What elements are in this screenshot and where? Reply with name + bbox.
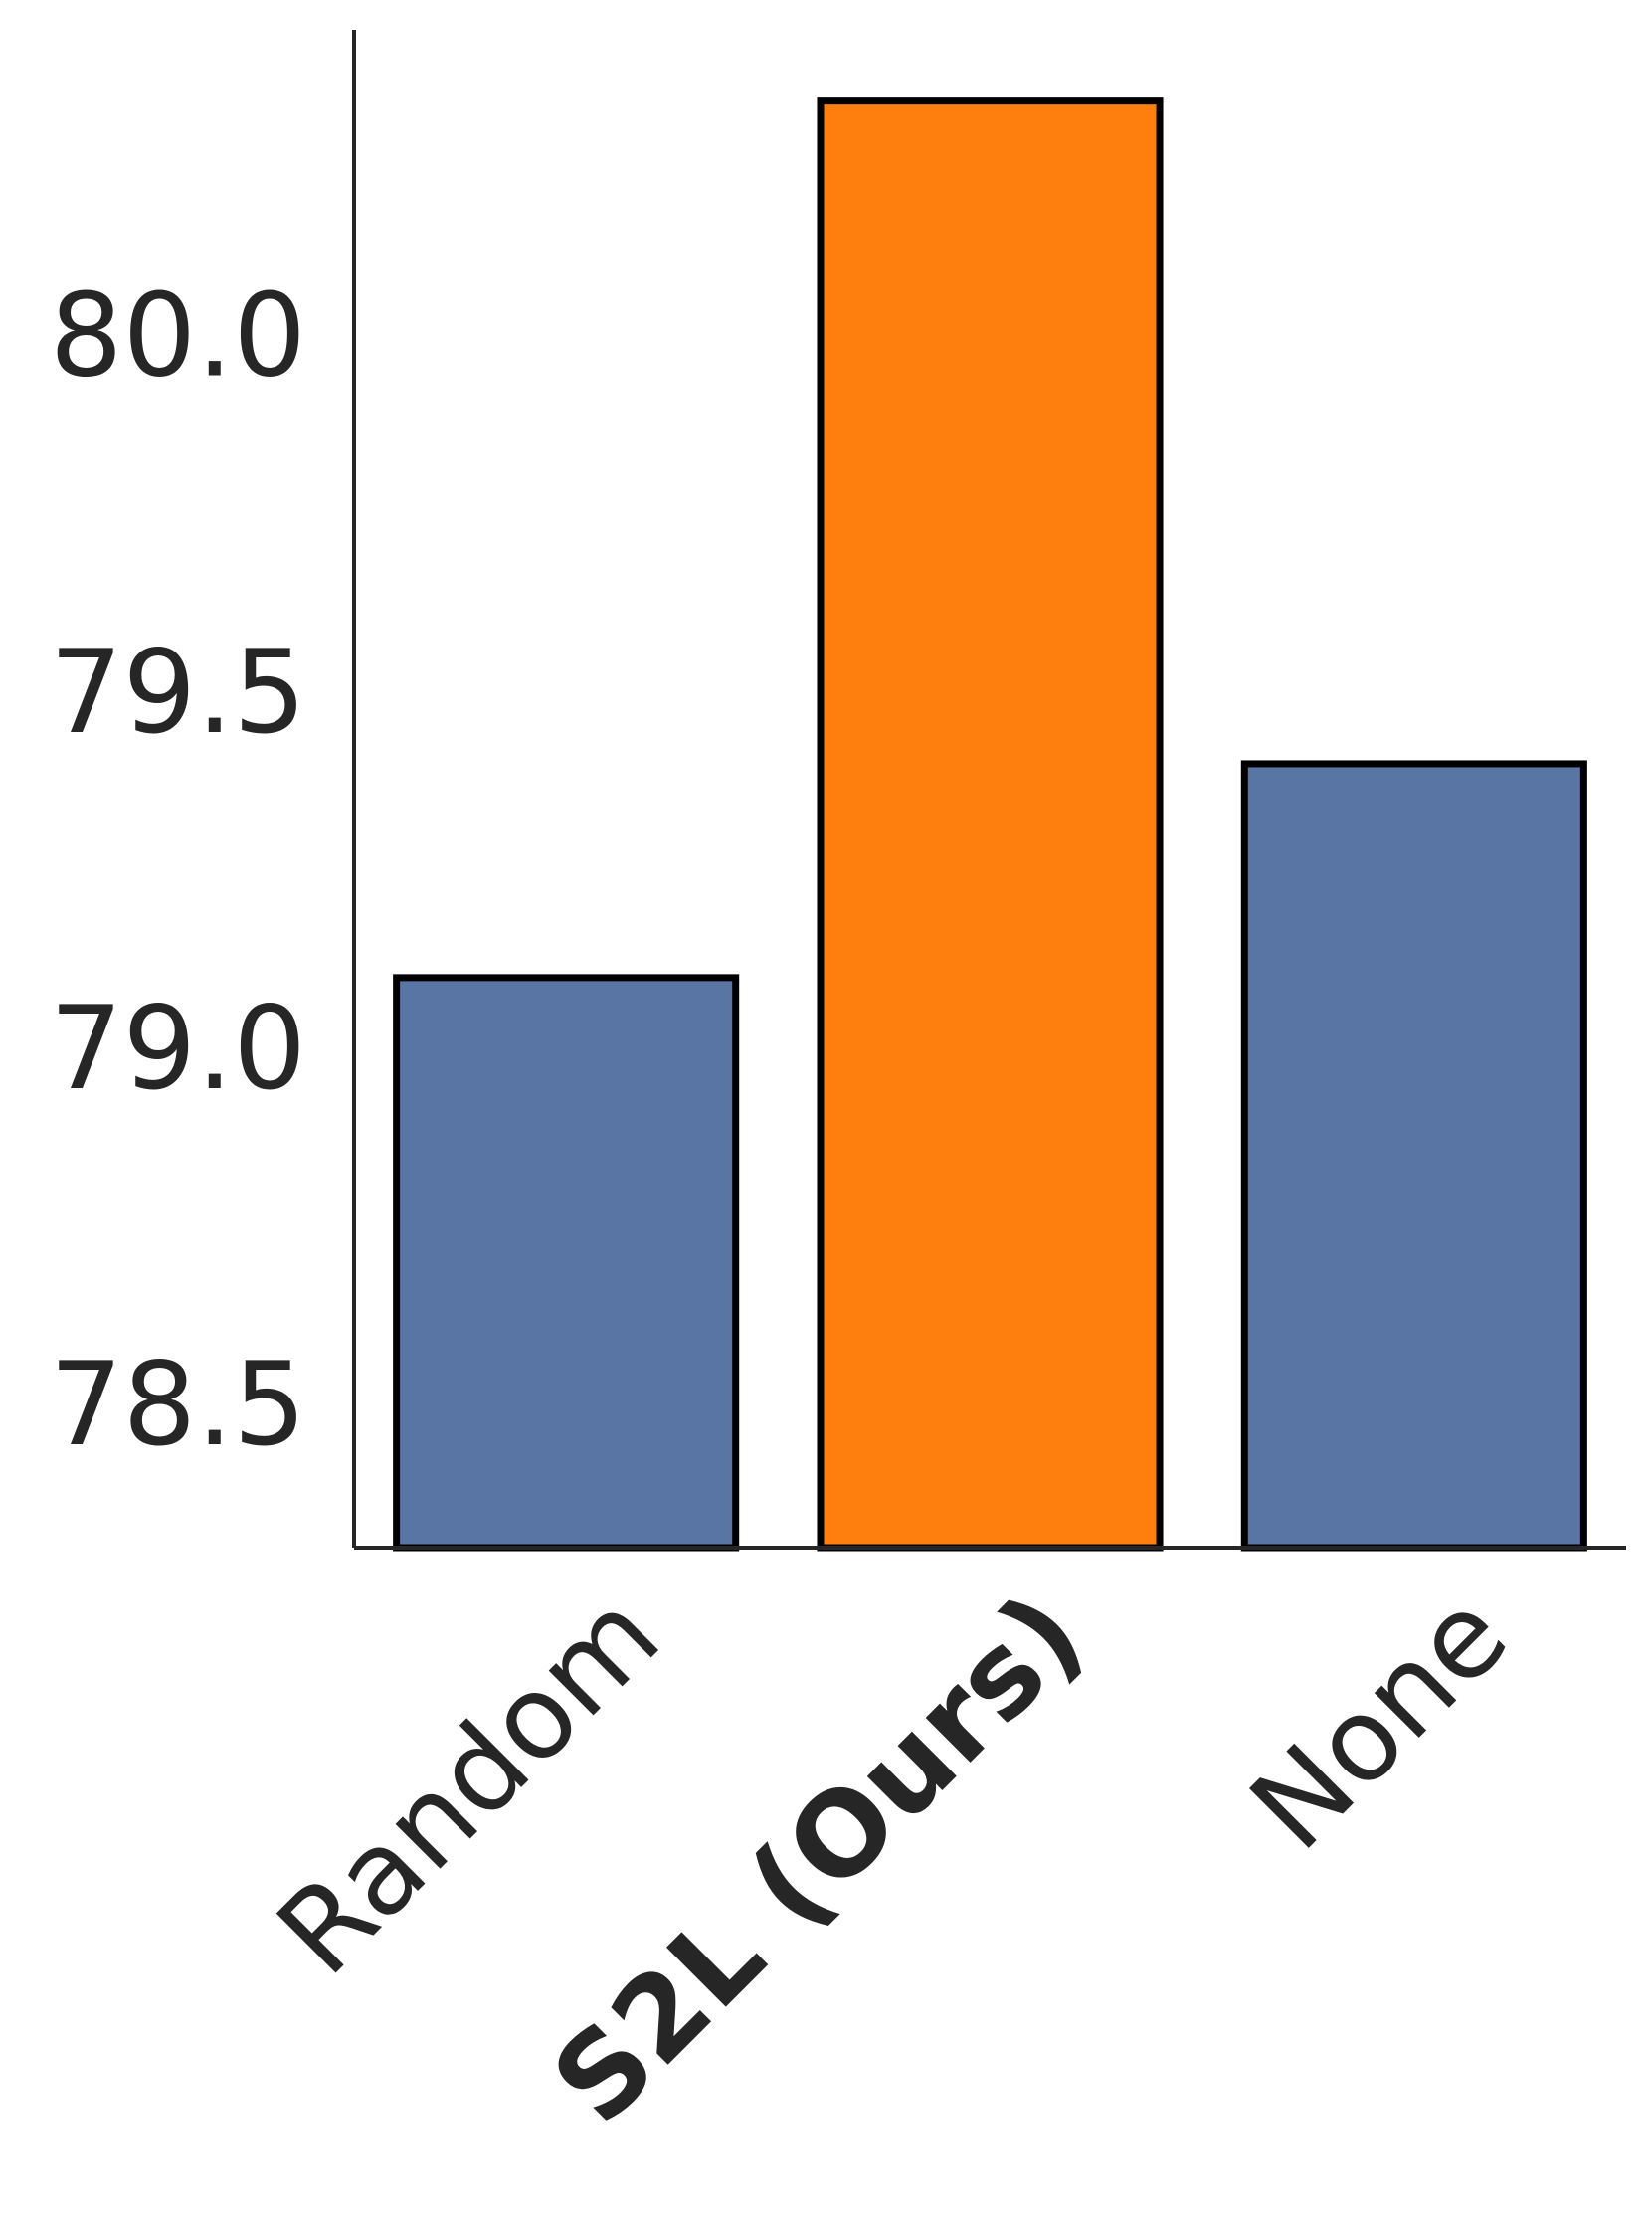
x-tick-label-random: Random [253,1568,685,2000]
bars-layer [393,97,1587,1552]
axes-layer [352,30,1626,1550]
y-tick-label: 80.0 [50,270,306,404]
bar-none [1240,760,1587,1552]
y-tick-label: 79.5 [50,626,306,760]
y-tick-labels: 78.5 79.0 79.5 80.0 [50,270,306,1473]
bar-random [393,974,740,1552]
y-tick-label: 78.5 [50,1338,306,1472]
bar-s2l-ours [817,97,1164,1552]
y-tick-label: 79.0 [50,982,306,1116]
x-tick-label-none: None [1225,1568,1533,1875]
